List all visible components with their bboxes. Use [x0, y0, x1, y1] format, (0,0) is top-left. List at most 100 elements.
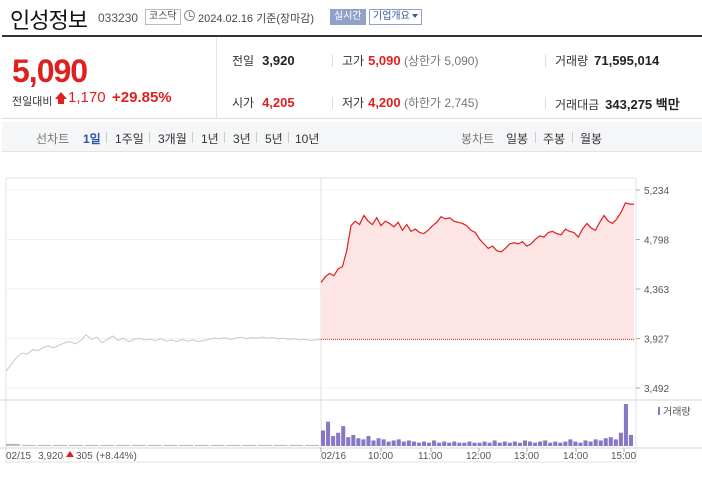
period-1d[interactable]: 1일 [83, 132, 101, 146]
period-5y[interactable]: 5년 [265, 132, 283, 146]
stats-divider [216, 37, 217, 119]
volume-bar [84, 444, 99, 446]
volume-bar [21, 444, 36, 446]
stat-sub: (하한가 2,745) [403, 96, 479, 110]
volume-bar [452, 441, 457, 446]
volume-bar [305, 444, 319, 446]
x-axis-ticks: 02/16 10:00 11:00 12:00 13:00 14:00 15:00 [320, 448, 636, 462]
volume-bar [437, 442, 442, 446]
intraday-chart[interactable]: 5,234 4,798 4,363 3,927 3,492 거래량 02/16 10:00… [0, 152, 702, 478]
volume-bar [147, 444, 162, 446]
volume-bar [416, 442, 421, 446]
up-triangle-icon [55, 92, 67, 104]
volume-bar [6, 443, 20, 446]
period-separator [288, 132, 289, 143]
stock-code: 033230 [98, 11, 139, 25]
period-separator [192, 132, 193, 143]
footer-rate: (+8.44%) [96, 451, 137, 462]
period-1w[interactable]: 1주일 [115, 132, 144, 146]
volume-bar [371, 440, 376, 446]
realtime-button[interactable]: 실시간 [330, 9, 366, 25]
candle-chart-label: 봉차트 [461, 132, 495, 146]
period-separator [149, 132, 150, 143]
candle-monthly[interactable]: 월봉 [580, 132, 603, 146]
volume-bar [613, 439, 618, 446]
volume-bar [538, 441, 543, 446]
candle-daily[interactable]: 일봉 [506, 132, 529, 146]
volume-bar [502, 441, 507, 446]
prev-day-series [5, 334, 322, 372]
volume-bar [427, 442, 432, 446]
current-price: 5,090 [12, 53, 88, 89]
stat-separator [545, 97, 546, 109]
volume-bar [492, 440, 497, 446]
volume-bar [53, 444, 67, 446]
y-tick-label: 5,234 [644, 186, 669, 197]
stat-value: 343,275 백만 [605, 97, 680, 112]
volume-bar [273, 444, 288, 446]
x-tick-label: 14:00 [563, 451, 588, 462]
volume-bar [543, 440, 548, 446]
stock-header: 인성정보 033230 코스닥 2024.02.16 기준(장마감) 실시간 기… [0, 0, 702, 34]
period-1y[interactable]: 1년 [201, 132, 219, 146]
stat-value: 4,200 [368, 95, 401, 110]
volume-bar [336, 432, 341, 446]
today-series [320, 202, 634, 340]
volume-bar [608, 437, 613, 446]
stat-trade-value: 거래대금 343,275 백만 [555, 94, 680, 113]
volume-legend-marker [658, 407, 660, 415]
volume-bar [563, 441, 568, 446]
volume-legend-label: 거래량 [663, 406, 691, 418]
volume-bar [598, 440, 603, 446]
x-tick-label: 13:00 [514, 451, 539, 462]
stat-prev-close: 전일 3,920 [232, 52, 295, 69]
volume-bar [573, 441, 578, 446]
volume-bar [210, 444, 225, 446]
volume-bar [195, 444, 209, 446]
volume-bar [527, 441, 533, 446]
stat-label: 시가 [232, 96, 255, 110]
volume-bar [517, 442, 522, 446]
datetime-label: 2024.02.16 기준(장마감) [198, 13, 315, 25]
volume-bar [533, 442, 538, 446]
volume-bar [381, 439, 386, 446]
y-tick-label: 3,927 [644, 335, 669, 346]
volume-bar [457, 442, 462, 446]
period-separator [106, 132, 107, 143]
volume-bar [558, 442, 563, 446]
stat-value: 71,595,014 [594, 53, 660, 68]
company-overview-button[interactable]: 기업개요 [369, 9, 422, 25]
period-separator [256, 132, 257, 143]
volume-bar [467, 441, 472, 446]
candle-weekly[interactable]: 주봉 [543, 132, 566, 146]
volume-bar [472, 442, 477, 446]
volume-bar [341, 426, 346, 446]
volume-bar [507, 442, 512, 446]
period-10y[interactable]: 10년 [295, 132, 320, 146]
volume-bar [618, 432, 623, 446]
company-overview-label: 기업개요 [373, 11, 410, 22]
period-separator [572, 132, 573, 143]
volume-bar [326, 421, 331, 446]
x-tick-label: 10:00 [368, 451, 393, 462]
volume-bar [477, 442, 482, 446]
volume-bar [346, 437, 351, 446]
price-summary: 5,090 전일대비 1,170 +29.85% 전일 3,920 고가 5,090… [2, 35, 702, 119]
volume-bar [482, 441, 487, 446]
stat-value: 3,920 [262, 53, 295, 68]
volume-bar [361, 439, 366, 446]
volume-bar [497, 442, 502, 446]
y-axis-ticks: 5,234 4,798 4,363 3,927 3,492 [636, 186, 669, 395]
stat-separator [332, 55, 333, 67]
prev-day-line [5, 334, 322, 372]
chart-footer: 02/15 3,920 305 (+8.44%) [6, 451, 137, 462]
volume-bar [356, 438, 361, 446]
volume-bar [421, 441, 427, 446]
volume-bar [391, 440, 396, 446]
volume-bar [588, 441, 593, 446]
period-3m[interactable]: 3개월 [158, 132, 187, 146]
period-3y[interactable]: 3년 [233, 132, 251, 146]
volume-bar [331, 436, 336, 446]
stat-value: 5,090 [368, 53, 401, 68]
volume-bar [512, 441, 517, 446]
